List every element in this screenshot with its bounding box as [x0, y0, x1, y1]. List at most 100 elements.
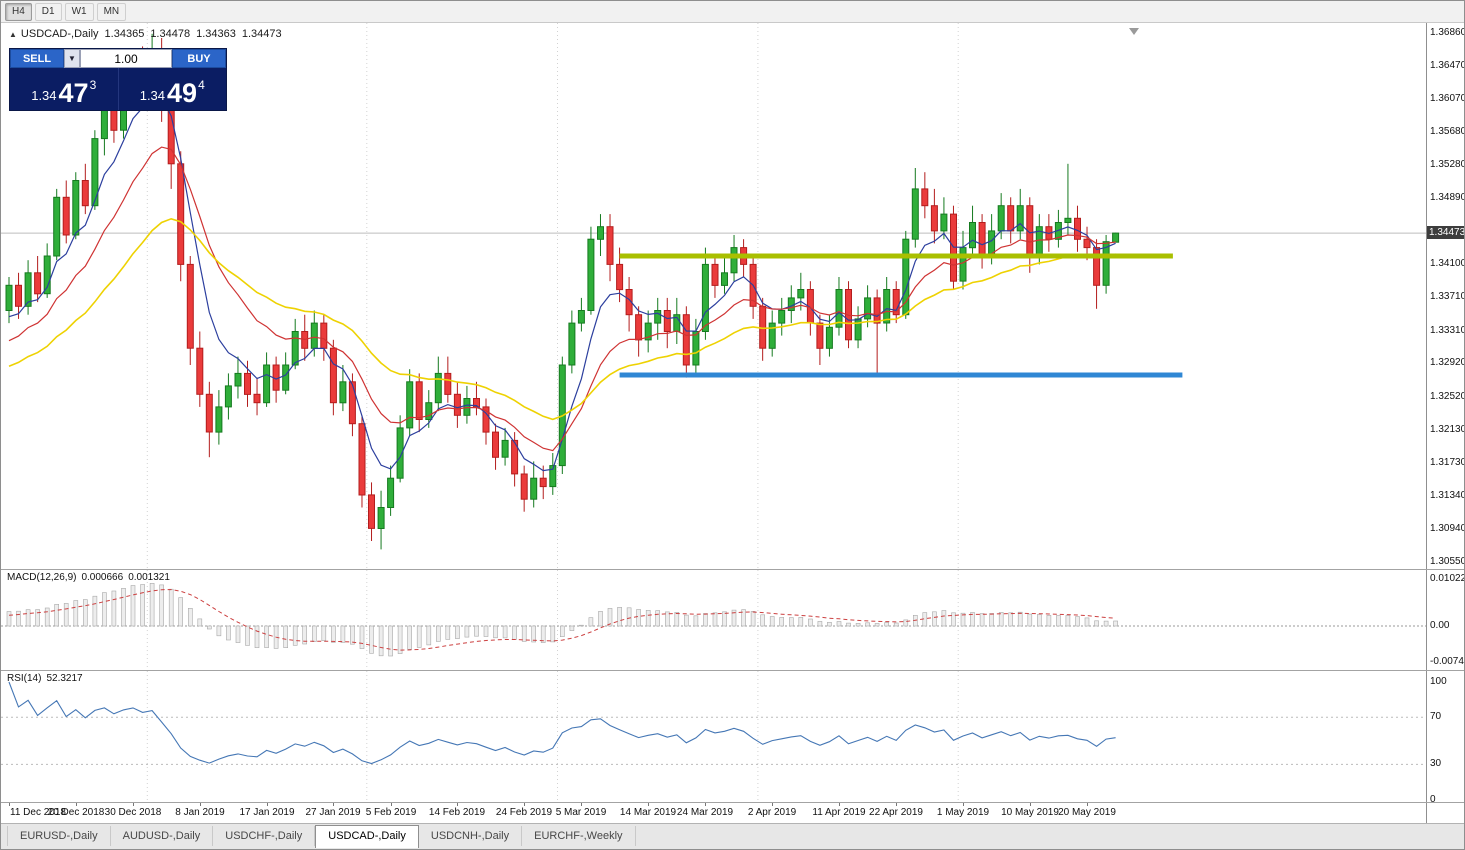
tab-eurusd-daily[interactable]: EURUSD-,Daily: [7, 826, 111, 846]
time-axis-tick: [839, 803, 840, 806]
macd-panel-canvas[interactable]: [1, 570, 1426, 670]
price-axis-label: 1.31340: [1430, 490, 1465, 501]
macd-histogram-bar: [645, 609, 651, 627]
timeframe-h4-button[interactable]: H4: [5, 2, 32, 21]
time-axis[interactable]: [1, 803, 1426, 823]
main-chart-canvas[interactable]: [1, 23, 1426, 569]
time-axis-label: 17 Jan 2019: [239, 807, 295, 818]
time-axis-tick: [333, 803, 334, 806]
macd-label: MACD(12,26,9) 0.000666 0.001321: [7, 572, 175, 583]
time-axis-label: 8 Jan 2019: [175, 807, 225, 818]
candle-body: [768, 322, 776, 349]
panel-splitter[interactable]: [1, 569, 1464, 570]
panel-splitter[interactable]: [1, 670, 1464, 671]
time-axis-tick: [457, 803, 458, 806]
macd-histogram-bar: [73, 600, 79, 627]
time-axis-tick: [267, 803, 268, 806]
candle-body: [434, 372, 442, 404]
candle-body: [282, 364, 290, 391]
time-axis-tick: [963, 803, 964, 806]
candle-body: [196, 347, 204, 395]
time-axis-label: 24 Mar 2019: [676, 807, 734, 818]
ask-base: 1.34: [139, 88, 166, 103]
candle-body: [62, 196, 70, 236]
candle-body: [5, 284, 13, 311]
candle-body: [864, 297, 872, 320]
macd-histogram-bar: [159, 584, 164, 627]
one-click-trading-panel: SELL ▼ BUY 1.34 47 3 1.34 49 4: [9, 48, 227, 111]
rsi-axis-label: 100: [1430, 676, 1447, 687]
tab-usdchf-daily[interactable]: USDCHF-,Daily: [213, 826, 316, 846]
time-axis-label: 22 Apr 2019: [869, 807, 923, 818]
macd-histogram-bar: [426, 625, 432, 646]
tab-usdcnh-daily[interactable]: USDCNH-,Daily: [419, 826, 523, 846]
macd-histogram-bar: [207, 625, 212, 630]
time-axis-label: 10 May 2019: [1001, 807, 1059, 818]
macd-histogram-bar: [369, 625, 374, 654]
time-axis-label: 5 Feb 2019: [365, 807, 417, 818]
candle-body: [348, 381, 356, 425]
ohlc-open: 1.34365: [104, 28, 145, 40]
price-axis-label: 1.33710: [1430, 291, 1465, 302]
macd-histogram-bar: [998, 612, 1004, 627]
tab-audusd-daily[interactable]: AUDUSD-,Daily: [111, 826, 214, 846]
time-axis-tick: [524, 803, 525, 806]
candle-body: [415, 381, 423, 420]
buy-button[interactable]: BUY: [172, 49, 226, 68]
macd-histogram-bar: [455, 625, 460, 639]
macd-histogram-bar: [970, 612, 975, 627]
candle-body: [482, 406, 490, 433]
price-axis-label: 1.30550: [1430, 556, 1465, 567]
panel-collapse-icon[interactable]: ▲: [9, 30, 17, 39]
timeframe-w1-button[interactable]: W1: [64, 2, 94, 21]
macd-histogram-bar: [559, 625, 565, 637]
bid-price[interactable]: 1.34 47 3: [10, 68, 119, 110]
candle-body: [654, 310, 662, 324]
macd-histogram-bar: [598, 611, 603, 627]
candle-body: [453, 393, 461, 416]
price-axis[interactable]: [1427, 23, 1464, 823]
volume-dropdown-button[interactable]: ▼: [64, 49, 80, 68]
tab-usdcad-daily[interactable]: USDCAD-,Daily: [315, 825, 419, 848]
macd-histogram-bar: [83, 599, 88, 627]
macd-histogram-bar: [188, 607, 193, 627]
candle-body: [205, 393, 213, 433]
macd-histogram-bar: [703, 613, 708, 627]
macd-histogram-bar: [607, 608, 613, 627]
candle-body: [215, 406, 223, 433]
tab-eurchf-weekly[interactable]: EURCHF-,Weekly: [522, 826, 636, 846]
price-axis-label: 1.35680: [1430, 126, 1465, 137]
macd-histogram-bar: [311, 625, 317, 642]
candle-body: [72, 180, 80, 236]
rsi-axis-label: 30: [1430, 758, 1442, 769]
sell-button[interactable]: SELL: [10, 49, 64, 68]
timeframe-mn-button[interactable]: MN: [96, 2, 127, 21]
macd-histogram-bar: [569, 625, 575, 631]
macd-histogram-bar: [302, 625, 308, 645]
macd-histogram-bar: [951, 612, 956, 627]
candle-body: [997, 205, 1005, 232]
price-axis-label: 1.33310: [1430, 325, 1465, 336]
rsi-panel-canvas[interactable]: [1, 671, 1426, 802]
macd-histogram-bar: [92, 595, 98, 627]
symbol-tab-bar: EURUSD-,Daily AUDUSD-,Daily USDCHF-,Dail…: [1, 823, 1464, 849]
candle-body: [1083, 238, 1091, 249]
candle-body: [692, 331, 700, 366]
timeframe-d1-button[interactable]: D1: [34, 2, 62, 21]
macd-histogram-bar: [245, 625, 250, 646]
candle-body: [597, 226, 604, 240]
bid-point: 3: [89, 78, 97, 92]
time-axis-tick: [896, 803, 897, 806]
rsi-line: [8, 681, 1116, 765]
price-axis-label: 1.32520: [1430, 391, 1465, 402]
price-axis-label: 1.36860: [1430, 27, 1465, 38]
macd-histogram-bar: [25, 609, 31, 627]
ma-line-slow: [8, 217, 1116, 421]
volume-input[interactable]: [80, 49, 172, 68]
chart-shift-marker-icon[interactable]: [1129, 28, 1139, 35]
candle-body: [663, 310, 671, 332]
ask-price[interactable]: 1.34 49 4: [119, 68, 227, 110]
candle-body: [797, 289, 805, 299]
candle-body: [234, 372, 242, 387]
price-axis-label: 1.35280: [1430, 159, 1465, 170]
